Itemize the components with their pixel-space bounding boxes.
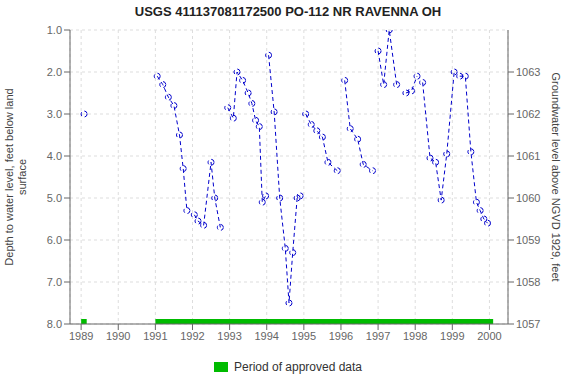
- svg-text:1057: 1057: [516, 318, 540, 330]
- svg-text:1993: 1993: [217, 330, 241, 342]
- svg-text:3.0: 3.0: [47, 108, 62, 120]
- html-text:USGS 411137081172500 PO-112 NR: USGS 411137081172500 PO-112 NR RAVENNA O…: [134, 4, 442, 19]
- svg-text:1990: 1990: [106, 330, 130, 342]
- svg-text:8.0: 8.0: [47, 318, 62, 330]
- svg-text:1059: 1059: [516, 234, 540, 246]
- svg-text:1.0: 1.0: [47, 24, 62, 36]
- svg-text:6.0: 6.0: [47, 234, 62, 246]
- svg-text:1992: 1992: [180, 330, 204, 342]
- svg-text:Depth to water level, feet bel: Depth to water level, feet below landsur…: [8, 88, 28, 265]
- svg-text:2.0: 2.0: [47, 66, 62, 78]
- svg-text:1061: 1061: [516, 150, 540, 162]
- svg-text:1058: 1058: [516, 276, 540, 288]
- svg-text:1062: 1062: [516, 108, 540, 120]
- svg-text:1997: 1997: [366, 330, 390, 342]
- svg-text:1996: 1996: [329, 330, 353, 342]
- svg-text:5.0: 5.0: [47, 192, 62, 204]
- svg-text:Groundwater level above NGVD 1: Groundwater level above NGVD 1929, feet: [550, 72, 562, 281]
- svg-text:1060: 1060: [516, 192, 540, 204]
- svg-text:1999: 1999: [440, 330, 464, 342]
- svg-text:1991: 1991: [143, 330, 167, 342]
- html-text:Period of approved data: Period of approved data: [234, 360, 362, 374]
- svg-text:1989: 1989: [69, 330, 93, 342]
- svg-text:1995: 1995: [292, 330, 316, 342]
- svg-text:1994: 1994: [254, 330, 278, 342]
- svg-text:7.0: 7.0: [47, 276, 62, 288]
- svg-text:1063: 1063: [516, 66, 540, 78]
- svg-text:1998: 1998: [403, 330, 427, 342]
- svg-text:2000: 2000: [477, 330, 501, 342]
- svg-text:4.0: 4.0: [47, 150, 62, 162]
